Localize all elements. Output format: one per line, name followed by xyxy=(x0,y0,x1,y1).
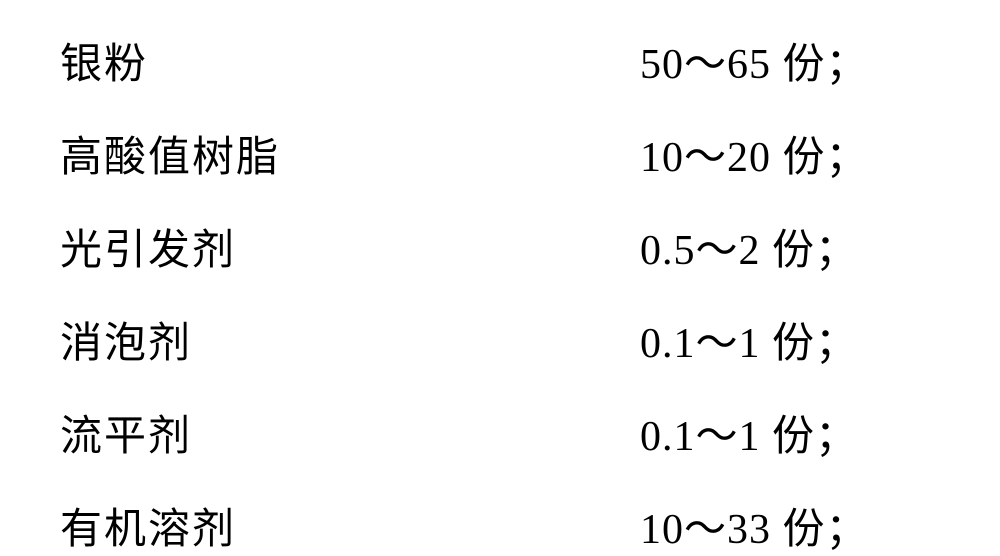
ingredient-value: 10～20 份； xyxy=(640,123,920,184)
table-row: 光引发剂 0.5～2 份； xyxy=(60,216,920,277)
ingredient-label: 银粉 xyxy=(60,30,148,91)
table-row: 消泡剂 0.1～1 份； xyxy=(60,309,920,370)
table-row: 有机溶剂 10～33 份； xyxy=(60,495,920,556)
ingredient-value: 0.1～1 份； xyxy=(640,402,920,463)
ingredient-label: 流平剂 xyxy=(60,402,192,463)
ingredient-value: 10～33 份； xyxy=(640,495,920,556)
ingredient-label: 高酸值树脂 xyxy=(60,123,280,184)
ingredient-label: 光引发剂 xyxy=(60,216,236,277)
ingredient-label: 消泡剂 xyxy=(60,309,192,370)
ingredient-value: 0.1～1 份； xyxy=(640,309,920,370)
table-row: 高酸值树脂 10～20 份； xyxy=(60,123,920,184)
ingredient-value: 50～65 份； xyxy=(640,30,920,91)
table-row: 银粉 50～65 份； xyxy=(60,30,920,91)
ingredient-label: 有机溶剂 xyxy=(60,495,236,556)
ingredient-value: 0.5～2 份； xyxy=(640,216,920,277)
table-row: 流平剂 0.1～1 份； xyxy=(60,402,920,463)
